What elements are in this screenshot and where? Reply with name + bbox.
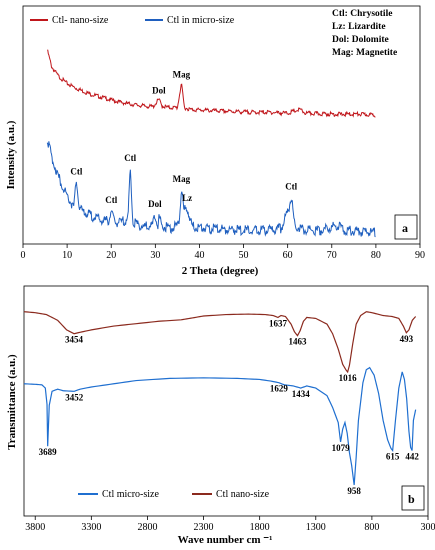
peak-label: 1463: [288, 337, 307, 347]
x-tick-label: 80: [371, 250, 381, 261]
abbr-dol: Dol: Dolomite: [332, 35, 389, 45]
x-tick-label: 2800: [137, 522, 157, 533]
ftir-chart: 3800 3300 2800 2300 1800 1300 800 300 345416371…: [6, 285, 435, 546]
xrd-x-ticks: 0 10 20 30 40 50 60 70 80 90: [21, 244, 425, 261]
legend-label-micro: Ctl micro-size: [102, 489, 159, 500]
peak-label: 1434: [292, 389, 311, 399]
ftir-y-axis-label: Transmittance (a.u.): [6, 354, 18, 450]
xrd-chart: 0 10 20 30 40 50 60 70 80 90 Dol Mag Ctl Ctl Ctl Dol Ma…: [5, 5, 425, 277]
x-tick-label: 1300: [306, 522, 326, 533]
panel-b-letter: b: [408, 492, 415, 506]
x-tick-label: 30: [150, 250, 160, 261]
peak-label: Dol: [152, 85, 166, 95]
x-tick-label: 2300: [194, 522, 214, 533]
xrd-plot-frame: [22, 5, 421, 245]
legend-label-nano: Ctl- nano-size: [52, 15, 109, 26]
peak-label: Ctl: [124, 153, 136, 163]
peak-label: 442: [405, 452, 419, 462]
series-line-micro: [23, 366, 417, 486]
abbr-lz: Lz: Lizardite: [332, 22, 386, 32]
x-tick-label: 50: [239, 250, 249, 261]
peak-label: 958: [347, 486, 361, 496]
series-line-nano: [23, 311, 417, 374]
panel-a-box: [394, 214, 418, 240]
series-line-nano: [47, 49, 376, 118]
peak-label: 1016: [339, 373, 358, 383]
ftir-series-group: [23, 311, 417, 486]
peak-label: Mag: [173, 174, 191, 184]
peak-label: Ctl: [70, 166, 82, 176]
x-tick-label: 800: [364, 522, 379, 533]
x-tick-label: 10: [62, 250, 72, 261]
xrd-peak-annotations: Dol Mag Ctl Ctl Ctl Dol Mag Lz Ctl: [70, 69, 297, 209]
peak-label: 3452: [65, 392, 84, 402]
peak-label: Ctl: [285, 182, 297, 192]
xrd-series-group: [46, 49, 376, 238]
x-tick-label: 3800: [25, 522, 45, 533]
legend-label-micro: Ctl in micro-size: [167, 15, 235, 26]
series-line-micro: [46, 141, 376, 238]
legend-label-nano: Ctl nano-size: [216, 489, 270, 500]
peak-label: 1079: [332, 443, 351, 453]
ftir-x-axis-label: Wave number cm ⁻¹: [178, 534, 273, 546]
peak-label: 1637: [269, 318, 288, 328]
peak-label: Dol: [148, 199, 162, 209]
x-tick-label: 90: [415, 250, 425, 261]
peak-label: 3454: [65, 335, 84, 345]
x-tick-label: 70: [327, 250, 337, 261]
xrd-y-axis-label: Intensity (a.u.): [5, 120, 17, 189]
xrd-x-axis-label: 2 Theta (degree): [182, 265, 259, 277]
panel-a-letter: a: [402, 221, 408, 235]
ftir-plot-frame: [23, 285, 429, 517]
x-tick-label: 300: [421, 522, 435, 533]
x-tick-label: 40: [194, 250, 204, 261]
x-tick-label: 60: [283, 250, 293, 261]
peak-label: Ctl: [105, 195, 117, 205]
x-tick-label: 0: [21, 250, 26, 261]
panel-b-box: [401, 485, 425, 511]
peak-label: Lz: [182, 193, 192, 203]
peak-label: 1629: [270, 384, 289, 394]
abbr-ctl: Ctl: Chrysotile: [332, 9, 392, 19]
x-tick-label: 20: [106, 250, 116, 261]
peak-label: 615: [386, 452, 400, 462]
peak-label: 3689: [39, 447, 58, 457]
peak-label: Mag: [173, 69, 191, 79]
x-tick-label: 3300: [81, 522, 101, 533]
abbr-mag: Mag: Magnetite: [332, 48, 397, 58]
peak-label: 493: [400, 334, 414, 344]
x-tick-label: 1800: [250, 522, 270, 533]
ftir-x-ticks: 3800 3300 2800 2300 1800 1300 800 300: [25, 516, 435, 533]
